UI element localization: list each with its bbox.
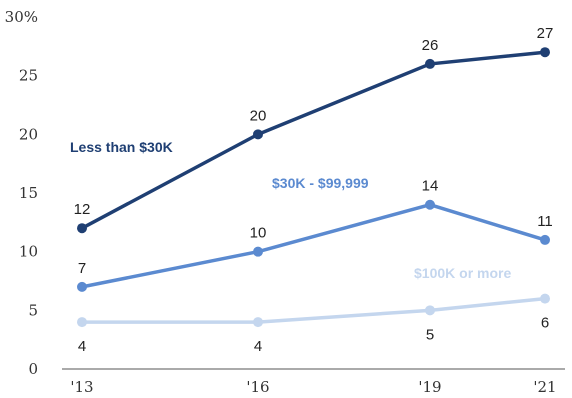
- series-name-label: $100K or more: [414, 265, 511, 281]
- data-label: 4: [78, 338, 86, 355]
- data-point: [253, 129, 263, 140]
- y-tick-label: 30%: [5, 8, 38, 26]
- y-tick-label: 5: [28, 301, 38, 319]
- data-label: 10: [250, 225, 267, 242]
- series-line: [80, 50, 547, 230]
- label-layer: 12 20 26 27 Less than $30K 7 10 14 11 $30K - $99,…: [70, 25, 553, 355]
- series-name-label: Less than $30K: [70, 139, 173, 155]
- x-tick-label: '21: [533, 378, 556, 396]
- x-tick-label: '13: [70, 378, 93, 396]
- data-label: 7: [78, 260, 86, 277]
- y-tick-label: 10: [19, 243, 38, 261]
- data-point: [540, 234, 550, 245]
- y-tick-label: 20: [19, 125, 38, 143]
- y-tick-label: 0: [28, 360, 38, 378]
- y-tick-label: 25: [19, 67, 38, 85]
- y-tick-label: 15: [19, 184, 38, 202]
- data-label: 6: [541, 315, 549, 332]
- data-label: 12: [74, 201, 91, 218]
- data-point: [425, 305, 435, 316]
- data-point: [540, 47, 550, 58]
- data-label: 26: [422, 37, 439, 54]
- data-label: 11: [537, 213, 553, 230]
- data-label: 5: [426, 326, 434, 343]
- data-point: [425, 58, 435, 69]
- series-name-label: $30K - $99,999: [272, 175, 369, 191]
- data-point: [253, 317, 263, 328]
- data-point: [77, 317, 87, 328]
- data-label: 27: [537, 25, 554, 42]
- data-point: [253, 246, 263, 257]
- data-point: [540, 293, 550, 304]
- series-layer: [77, 47, 550, 328]
- data-point: [77, 223, 87, 234]
- data-label: 14: [422, 178, 439, 195]
- series-line: [80, 202, 547, 289]
- series-line: [80, 296, 547, 324]
- data-point: [77, 281, 87, 292]
- x-tick-label: '16: [246, 378, 269, 396]
- axis-layer: 0 5 10 15 20 25 30% '13 '16 '19 '21: [5, 8, 565, 396]
- data-point: [425, 199, 435, 210]
- data-label: 4: [254, 338, 262, 355]
- x-tick-label: '19: [418, 378, 441, 396]
- data-label: 20: [250, 107, 267, 124]
